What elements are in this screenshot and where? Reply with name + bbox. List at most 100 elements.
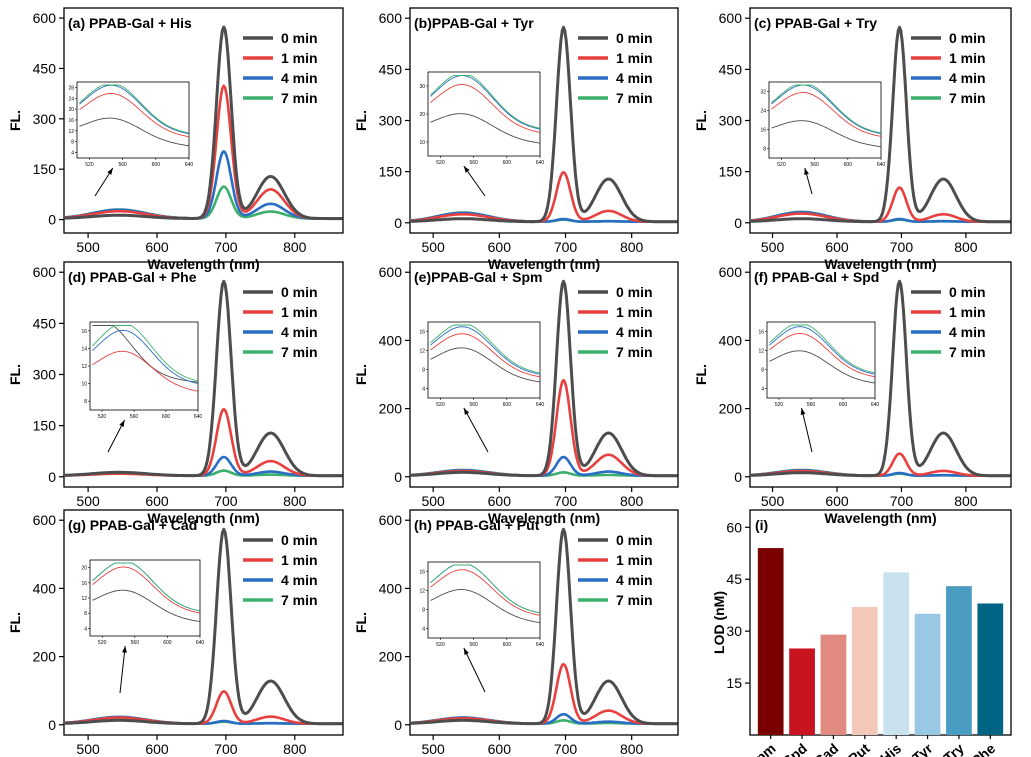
inset-curve-3 xyxy=(92,562,201,612)
series-line-0 xyxy=(63,25,343,221)
x-tick-label: 500 xyxy=(76,239,100,255)
inset-x-tick-label: 520 xyxy=(436,402,445,408)
y-tick-label: 300 xyxy=(719,113,743,129)
inset-x-tick-label: 560 xyxy=(810,162,819,168)
y-tick-label: 30 xyxy=(726,623,742,639)
legend-label: 0 min xyxy=(616,532,653,548)
inset-arrow-head xyxy=(119,420,125,427)
x-tick-label: 600 xyxy=(488,239,512,255)
inset-y-tick-label: 20 xyxy=(81,566,87,572)
inset-curve-2 xyxy=(771,84,882,135)
x-tick-label: Phe xyxy=(968,740,998,757)
inset-curve-0 xyxy=(92,589,201,623)
legend-label: 0 min xyxy=(281,30,318,46)
inset-y-tick-label: 12 xyxy=(419,589,425,595)
y-axis-label: FL. xyxy=(693,110,709,131)
series-line-1 xyxy=(63,690,343,725)
legend-label: 1 min xyxy=(281,50,318,66)
y-tick-label: 200 xyxy=(379,649,403,665)
inset-x-tick-label: 600 xyxy=(503,160,512,166)
inset-arrow-head xyxy=(122,646,127,653)
inset-x-tick-label: 560 xyxy=(130,414,139,420)
y-tick-label: 150 xyxy=(33,161,57,177)
legend-label: 0 min xyxy=(616,284,653,300)
legend-label: 1 min xyxy=(949,50,986,66)
legend-label: 4 min xyxy=(281,572,318,588)
x-tick-label: Spd xyxy=(779,740,810,757)
x-tick-label: 700 xyxy=(890,239,914,255)
x-tick-label: Try xyxy=(940,740,967,757)
series-line-1 xyxy=(409,171,678,223)
y-tick-label: 0 xyxy=(394,469,402,485)
y-tick-label: 150 xyxy=(33,418,57,434)
inset-y-tick-label: 16 xyxy=(419,330,425,336)
inset-y-tick-label: 24 xyxy=(760,109,766,115)
inset-x-tick-label: 640 xyxy=(536,402,545,408)
inset-x-tick-label: 640 xyxy=(536,160,545,166)
x-axis-label: Wavelength (nm) xyxy=(824,510,936,526)
legend-label: 1 min xyxy=(616,552,653,568)
x-tick-label: 500 xyxy=(421,493,445,509)
inset-curve-1 xyxy=(92,566,201,614)
inset-plot: 520 560 600 640 4 8 12 16 xyxy=(419,321,545,408)
inset-x-tick-label: 560 xyxy=(469,160,478,166)
inset-y-tick-label: 8 xyxy=(84,399,87,405)
inset-curve-2 xyxy=(430,75,541,130)
legend-label: 7 min xyxy=(616,90,653,106)
legend-label: 7 min xyxy=(281,90,318,106)
panel-title: (b)PPAB-Gal + Tyr xyxy=(414,15,534,31)
inset-curve-1 xyxy=(92,350,199,392)
x-tick-label: 600 xyxy=(488,493,512,509)
panel-title: (g) PPAB-Gal + Cad xyxy=(68,517,197,533)
x-tick-label: 700 xyxy=(554,741,578,757)
inset-x-tick-label: 560 xyxy=(131,640,140,646)
panel-h: 500 600 700 800 0 200 400 600 Wavelength (nm) FL.… xyxy=(353,509,679,757)
inset-plot: 520 560 600 640 10 20 30 xyxy=(419,71,545,166)
inset-curve-1 xyxy=(769,333,876,378)
y-axis-label: FL. xyxy=(353,364,369,385)
bar-spm xyxy=(757,548,784,735)
y-tick-label: 450 xyxy=(33,315,57,331)
inset-x-tick-label: 640 xyxy=(536,642,545,648)
inset-y-tick-label: 14 xyxy=(81,346,87,352)
panel-title: (d) PPAB-Gal + Phe xyxy=(68,269,197,285)
y-tick-label: 300 xyxy=(33,111,57,127)
x-tick-label: 700 xyxy=(554,493,578,509)
legend-label: 4 min xyxy=(949,70,986,86)
inset-curve-0 xyxy=(430,113,541,144)
x-tick-label: His xyxy=(877,740,904,757)
inset-plot: 520 560 600 640 4 8 12 16 20 24 28 xyxy=(68,81,193,168)
inset-curve-3 xyxy=(430,324,541,374)
inset-y-tick-label: 10 xyxy=(419,140,425,146)
x-tick-label: 600 xyxy=(825,493,849,509)
inset-y-tick-label: 8 xyxy=(84,611,87,617)
inset-y-tick-label: 4 xyxy=(422,627,425,633)
inset-y-tick-label: 4 xyxy=(84,626,87,632)
series-line-1 xyxy=(749,186,1011,223)
y-tick-label: 15 xyxy=(726,675,742,691)
legend-label: 0 min xyxy=(949,284,986,300)
inset-y-tick-label: 10 xyxy=(81,382,87,388)
legend-label: 7 min xyxy=(616,344,653,360)
inset-x-tick-label: 600 xyxy=(152,162,161,168)
inset-curve-2 xyxy=(79,84,190,135)
x-tick-label: 800 xyxy=(283,741,307,757)
series-line-1 xyxy=(749,452,1011,477)
x-tick-label: Spm xyxy=(745,740,779,757)
legend-label: 0 min xyxy=(281,532,318,548)
inset-y-tick-label: 32 xyxy=(760,90,766,96)
inset-y-tick-label: 12 xyxy=(68,129,74,135)
inset-y-tick-label: 12 xyxy=(758,349,764,355)
y-tick-label: 200 xyxy=(719,401,743,417)
x-axis-label: Wavelength (nm) xyxy=(147,510,259,526)
inset-x-tick-label: 600 xyxy=(844,162,853,168)
legend-label: 0 min xyxy=(949,30,986,46)
inset-x-tick-label: 600 xyxy=(839,402,848,408)
series-line-0 xyxy=(409,527,678,726)
x-tick-label: 500 xyxy=(76,741,100,757)
bar-try xyxy=(946,586,972,735)
bar-phe xyxy=(977,603,1004,735)
